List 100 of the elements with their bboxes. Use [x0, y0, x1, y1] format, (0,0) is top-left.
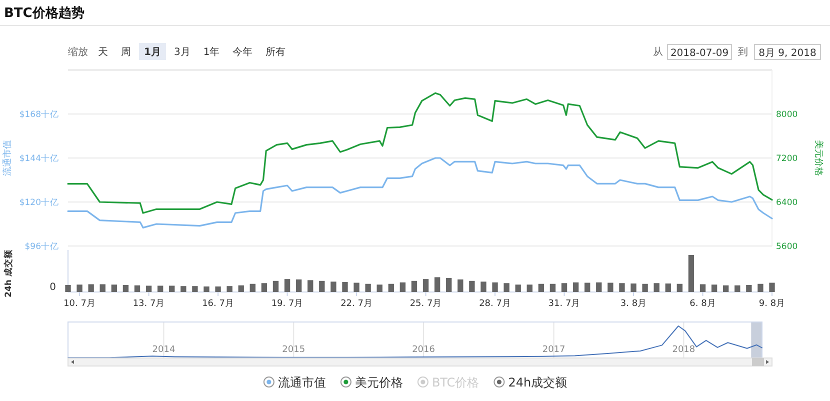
x-tick-label: 2018: [672, 345, 696, 355]
x-tick-label: 10. 7月: [64, 299, 96, 309]
text: 缩放: [68, 46, 88, 58]
bar: [272, 280, 279, 292]
bar: [608, 282, 614, 292]
text: 今年: [232, 46, 253, 58]
x-tick-label: 28. 7月: [479, 299, 511, 309]
x-tick-label: 16. 7月: [202, 299, 234, 309]
bar: [169, 286, 175, 292]
y-axis-title: 24h 成交额: [3, 248, 14, 298]
bar: [296, 279, 302, 292]
bar: [180, 286, 186, 292]
x-tick-label: 6. 8月: [690, 299, 716, 309]
bar: [111, 284, 117, 292]
bar: [630, 283, 636, 292]
bar: [688, 255, 694, 292]
bar: [261, 283, 268, 292]
bar: [365, 284, 371, 292]
bar: [550, 284, 556, 292]
line-series: [67, 92, 773, 214]
x-tick-label: 2017: [542, 345, 566, 355]
y2-tick-label: 8000: [776, 110, 798, 120]
bar: [676, 284, 683, 292]
bar: [642, 284, 648, 292]
text: 0: [50, 282, 56, 293]
bar: [411, 280, 418, 292]
bar: [504, 283, 510, 292]
bar: [204, 286, 210, 292]
bar: [458, 279, 464, 292]
bar: [319, 280, 325, 292]
text: 天: [98, 47, 108, 58]
bar: [226, 286, 232, 292]
bar: [584, 282, 590, 292]
x-tick-label: 2014: [152, 345, 176, 355]
text: 到: [738, 47, 748, 58]
bar: [157, 286, 164, 292]
bar: [526, 284, 532, 292]
x-tick-label: 2016: [412, 345, 436, 355]
bar: [134, 285, 140, 292]
bar: [100, 284, 106, 292]
x-tick-label: 19. 7月: [271, 299, 304, 309]
bar: [354, 282, 360, 292]
x-tick-label: 3. 8月: [620, 299, 647, 309]
bar: [722, 285, 729, 292]
text: 2018-07-09: [670, 48, 729, 59]
bar: [238, 285, 244, 292]
bar: [758, 284, 764, 292]
bar: [469, 280, 475, 292]
bar: [700, 284, 706, 292]
y2-tick-label: 5600: [776, 242, 798, 252]
bar: [250, 284, 256, 292]
bar: [308, 280, 314, 292]
bar: [596, 282, 602, 292]
y-tick-label: $96十亿: [24, 241, 59, 252]
y2-tick-label: 7200: [776, 154, 798, 164]
bar: [572, 282, 579, 292]
bar: [122, 284, 129, 292]
bar: [422, 279, 429, 292]
text: 从: [653, 46, 663, 58]
bar: [88, 284, 94, 292]
bar: [480, 282, 486, 292]
bar: [746, 284, 752, 292]
bar: [492, 282, 498, 292]
bar: [376, 284, 382, 292]
x-tick-label: 31. 7月: [548, 299, 580, 309]
legend-label: 美元价格: [354, 376, 403, 390]
bar: [65, 284, 71, 292]
legend-label: 流通市值: [278, 376, 326, 390]
text: 3月: [174, 47, 190, 58]
text: 1年: [203, 46, 220, 58]
bar: [446, 278, 452, 292]
y2-axis-title: 美元价格: [813, 140, 824, 176]
bar: [400, 282, 406, 292]
y-tick-label: $120十亿: [19, 197, 59, 208]
bar: [538, 284, 544, 292]
bar: [654, 283, 660, 292]
bar: [284, 279, 290, 292]
bar: [215, 286, 221, 292]
y2-tick-label: 6400: [776, 198, 798, 208]
bar: [342, 282, 348, 292]
x-tick-label: 25. 7月: [410, 299, 442, 309]
bar: [192, 286, 198, 292]
bar: [146, 286, 152, 292]
x-tick-label: 22. 7月: [340, 299, 372, 309]
bar: [665, 283, 671, 292]
x-tick-label: 13. 7月: [132, 299, 165, 309]
bar: [734, 285, 740, 292]
y-tick-label: $168十亿: [19, 109, 59, 120]
bar: [619, 283, 625, 292]
x-tick-label: 2015: [282, 345, 306, 355]
bar: [330, 282, 336, 292]
line-series: [67, 157, 773, 228]
legend-label: 24h成交额: [508, 376, 568, 390]
bar: [561, 283, 568, 292]
chart-title: BTC价格趋势: [4, 5, 84, 21]
text: 8月 9, 2018: [758, 48, 816, 59]
bar: [388, 284, 394, 292]
bar: [711, 284, 718, 292]
bar: [515, 284, 521, 292]
text: 周: [121, 47, 131, 58]
